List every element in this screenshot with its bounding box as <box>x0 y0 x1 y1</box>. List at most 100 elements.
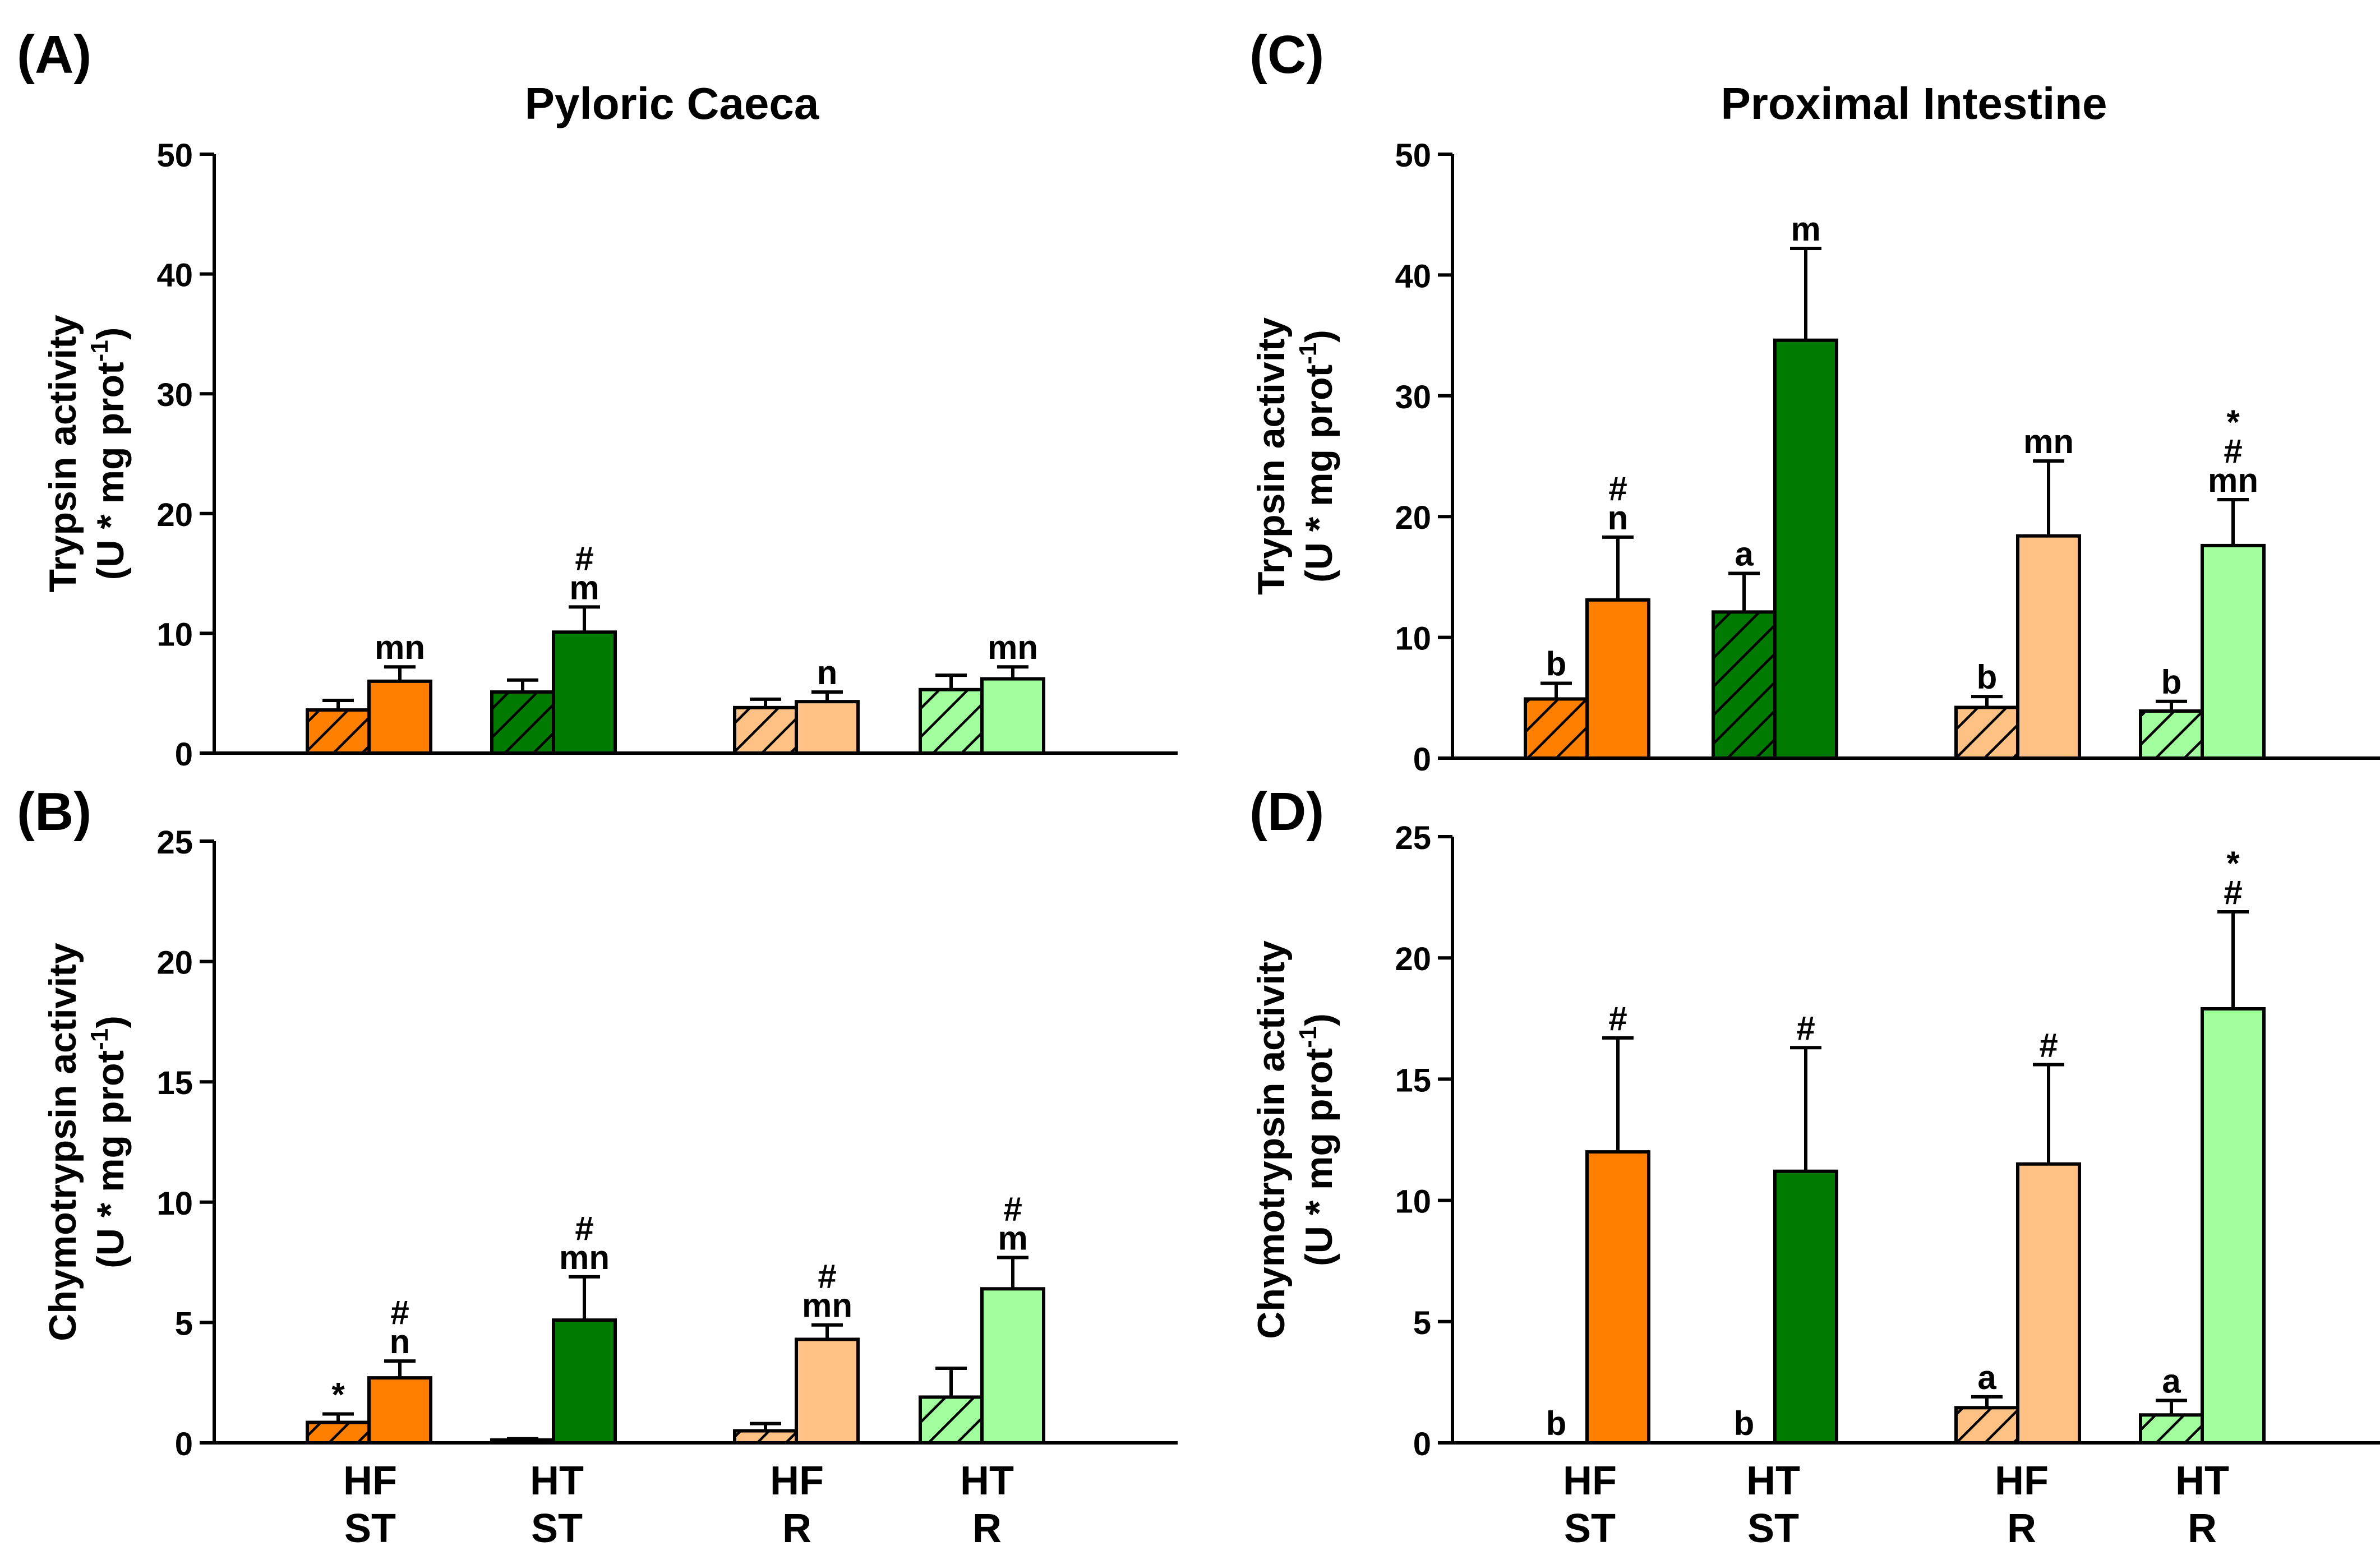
bar-hf-r-solid <box>795 1337 860 1445</box>
significance-label-ht-r-solid: * <box>2226 845 2240 882</box>
category-label-hf-r-top: HF <box>770 1459 824 1503</box>
bar-hf-st-solid <box>1585 598 1650 760</box>
bar-ht-r-hatched <box>2139 1413 2204 1445</box>
bar-hf-st-hatched <box>306 708 371 755</box>
y-tick-label: 10 <box>156 616 193 653</box>
y-axis-label-units: (U * mg prot-1) <box>86 327 132 580</box>
y-axis-label-units: (U * mg prot-1) <box>86 1016 132 1268</box>
significance-label-ht-st-hatched: b <box>1734 1405 1755 1442</box>
significance-label-hf-st-solid: # <box>390 1294 409 1331</box>
significance-label-hf-r-solid: mn <box>2023 423 2074 460</box>
significance-label-hf-r-hatched: a <box>1977 1359 1996 1396</box>
significance-label-ht-st-hatched: a <box>1735 535 1754 573</box>
chart-panel-d: 0 5 10 15 20 25 Chymotrypsin activity (U * mg p… <box>1250 820 2380 1462</box>
significance-label-ht-st-solid: mn <box>559 1239 610 1276</box>
bar-ht-st-solid <box>1773 338 1838 760</box>
significance-label-ht-r-solid: # <box>2224 874 2242 911</box>
category-label-ht-st-top: HT <box>530 1459 584 1503</box>
category-label-hf-st-top-right: HF <box>1563 1459 1617 1503</box>
y-tick-label: 25 <box>156 824 193 861</box>
chart-panel-b: 0 5 10 15 20 25 Chymotrypsin activity (U * mg p… <box>41 824 1178 1462</box>
bar-hf-r-solid <box>2016 534 2081 760</box>
panel-label-d: (D) <box>1249 782 1324 842</box>
significance-label-hf-st-solid: # <box>1608 470 1627 507</box>
bar-hf-r-hatched <box>1954 1406 2019 1445</box>
y-tick-label: 10 <box>156 1185 193 1222</box>
significance-label-ht-st-solid: # <box>1796 1009 1815 1047</box>
category-label-ht-r-top: HT <box>960 1459 1014 1503</box>
bar-hf-st-hatched <box>1524 697 1589 760</box>
bar-ht-st-solid <box>552 630 617 755</box>
significance-label-hf-st-hatched: b <box>1546 1405 1567 1442</box>
bar-ht-st-hatched <box>490 690 555 755</box>
significance-label-ht-st-solid: m <box>569 569 599 606</box>
y-tick-label: 15 <box>1395 1062 1431 1099</box>
category-label-hf-st-top: HF <box>343 1459 397 1503</box>
bar-ht-r-solid <box>980 1287 1045 1445</box>
bar-hf-st-solid <box>367 679 432 755</box>
panel-label-a: (A) <box>17 25 91 85</box>
title-pyloric-caeca: Pyloric Caeca <box>525 79 819 128</box>
category-label-hf-r-top-right: HF <box>1995 1459 2049 1503</box>
y-tick-label: 20 <box>1395 500 1431 536</box>
y-tick-label: 0 <box>1413 1426 1431 1462</box>
y-tick-label: 25 <box>1395 820 1431 856</box>
bar-hf-st-hatched <box>306 1420 371 1445</box>
significance-label-hf-st-hatched: * <box>331 1376 345 1413</box>
y-tick-label: 0 <box>1413 741 1431 778</box>
significance-label-ht-r-solid: m <box>998 1220 1027 1257</box>
bar-hf-r-hatched <box>733 705 798 755</box>
significance-label-hf-st-solid: mn <box>375 629 425 666</box>
y-tick-label: 50 <box>156 137 193 174</box>
bar-ht-r-hatched <box>919 687 984 755</box>
bar-ht-r-hatched <box>919 1395 984 1445</box>
category-label-ht-r-bottom-right: R <box>2188 1506 2217 1551</box>
significance-label-ht-st-solid: # <box>575 1210 593 1247</box>
significance-label-ht-r-solid: mn <box>2208 462 2258 499</box>
y-axis-label-units: (U * mg prot-1) <box>1294 330 1340 583</box>
significance-label-ht-r-solid: # <box>2224 432 2242 470</box>
y-tick-label: 15 <box>156 1065 193 1101</box>
y-tick-label: 0 <box>175 736 193 773</box>
bar-hf-r-hatched <box>733 1429 798 1445</box>
y-tick-label: 10 <box>1395 621 1431 657</box>
y-tick-label: 20 <box>156 945 193 981</box>
significance-label-hf-r-solid: mn <box>802 1287 852 1325</box>
bar-hf-st-solid <box>367 1376 432 1445</box>
significance-label-ht-r-hatched: b <box>2161 663 2182 701</box>
significance-label-hf-st-solid: n <box>1608 499 1629 537</box>
chart-panel-c: 0 10 20 30 40 50 Trypsin activity (U * mg prot-… <box>1250 137 2380 778</box>
y-tick-label: 0 <box>175 1426 193 1462</box>
bar-hf-r-solid <box>2016 1162 2081 1445</box>
y-tick-label: 5 <box>175 1305 193 1342</box>
y-axis-label: Trypsin activity <box>1250 317 1293 595</box>
bar-ht-r-solid <box>2201 1007 2266 1445</box>
bar-ht-r-hatched <box>2139 709 2204 760</box>
bar-ht-st-solid <box>1773 1169 1838 1445</box>
bar-hf-st-solid <box>1585 1150 1650 1445</box>
y-tick-label: 5 <box>1413 1305 1431 1341</box>
y-axis-label: Trypsin activity <box>41 315 84 592</box>
significance-label-ht-r-solid: * <box>2226 403 2240 441</box>
category-label-ht-st-bottom: ST <box>531 1506 583 1551</box>
significance-label-hf-st-hatched: b <box>1546 645 1567 682</box>
category-label-hf-st-bottom: ST <box>344 1506 396 1551</box>
y-tick-label: 30 <box>156 377 193 413</box>
significance-label-hf-st-solid: # <box>1608 1000 1627 1037</box>
y-tick-label: 10 <box>1395 1184 1431 1220</box>
category-label-ht-r-bottom: R <box>972 1506 1002 1551</box>
bar-ht-st-solid <box>552 1318 617 1445</box>
significance-label-ht-r-solid: mn <box>988 629 1038 666</box>
category-label-hf-st-bottom-right: ST <box>1564 1506 1616 1551</box>
bar-hf-r-solid <box>795 700 860 755</box>
y-tick-label: 20 <box>156 497 193 533</box>
panel-label-b: (B) <box>17 782 91 842</box>
y-axis-label-units: (U * mg prot-1) <box>1294 1013 1340 1266</box>
y-tick-label: 40 <box>1395 258 1431 294</box>
category-label-ht-st-top-right: HT <box>1746 1459 1800 1503</box>
y-tick-label: 50 <box>1395 137 1431 174</box>
bar-ht-r-solid <box>2201 543 2266 760</box>
bar-hf-r-hatched <box>1954 705 2019 760</box>
significance-label-ht-r-solid: # <box>1003 1191 1022 1228</box>
